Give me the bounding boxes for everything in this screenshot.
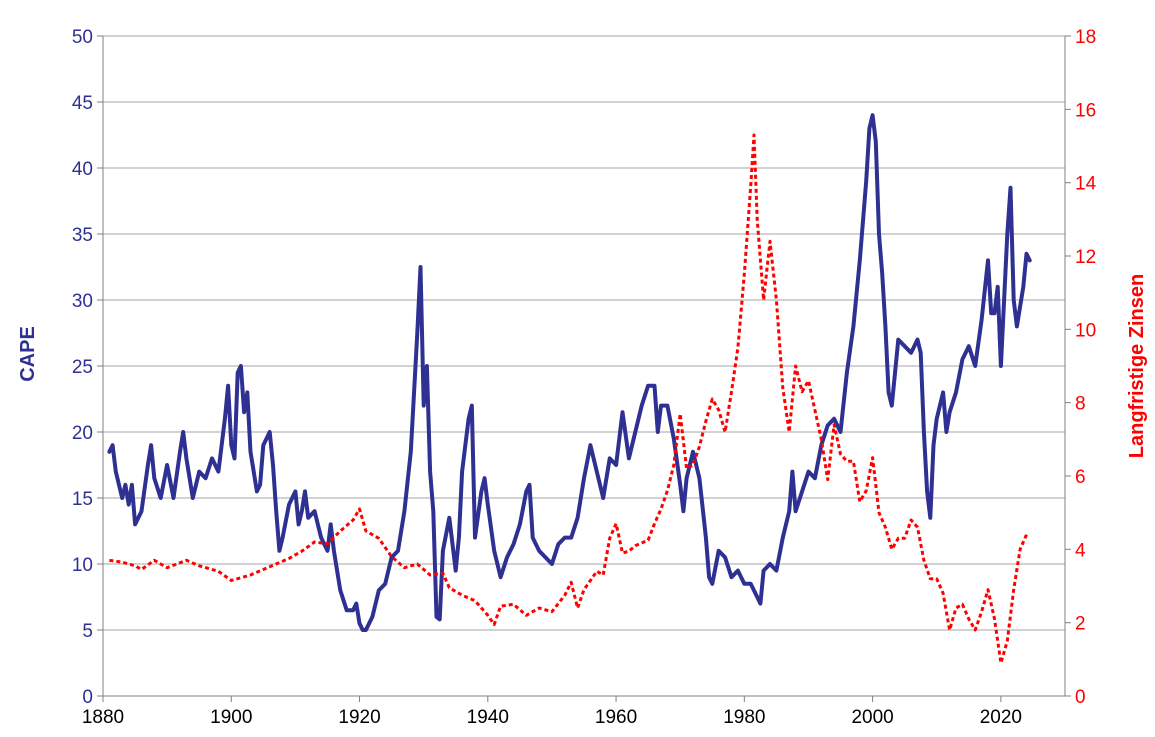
y-left-tick-label: 20 — [72, 423, 93, 444]
y-right-tick-label: 2 — [1075, 614, 1086, 635]
y-left-tick-label: 35 — [72, 225, 93, 246]
y-right-tick-label: 16 — [1075, 100, 1096, 121]
tick-layer: 0 5 10 15 20 25 30 35 40 45 50 0 2 4 6 8 10 12 14 16 18 1880 1… — [72, 27, 1097, 728]
y-axis-left-label: CAPE — [17, 326, 39, 382]
cape-line — [107, 113, 1032, 632]
y-right-tick-label: 6 — [1075, 467, 1086, 488]
y-left-tick-label: 5 — [82, 621, 93, 642]
y-left-tick-label: 15 — [72, 489, 93, 510]
y-right-tick-label: 8 — [1075, 394, 1086, 415]
y-right-tick-label: 12 — [1075, 247, 1096, 268]
y-right-tick-label: 0 — [1075, 687, 1086, 708]
x-tick-label: 2000 — [851, 707, 893, 728]
grid-layer — [103, 35, 1065, 697]
y-left-tick-label: 30 — [72, 291, 93, 312]
x-tick-label: 1960 — [595, 707, 637, 728]
series-layer — [107, 113, 1032, 665]
y-axis-right-label: Langfristige Zinsen — [1126, 274, 1148, 458]
x-tick-label: 1980 — [723, 707, 765, 728]
y-left-tick-label: 0 — [82, 687, 93, 708]
interest-rate-line — [109, 133, 1028, 665]
y-left-tick-label: 50 — [72, 27, 93, 48]
x-tick-label: 1880 — [82, 707, 124, 728]
x-tick-label: 1940 — [467, 707, 509, 728]
y-right-tick-label: 14 — [1075, 174, 1097, 195]
y-left-tick-label: 40 — [72, 159, 93, 180]
y-right-tick-label: 4 — [1075, 540, 1086, 561]
y-right-tick-label: 10 — [1075, 320, 1096, 341]
y-left-tick-label: 25 — [72, 357, 93, 378]
y-left-tick-label: 45 — [72, 93, 93, 114]
x-tick-label: 1920 — [338, 707, 380, 728]
y-left-tick-label: 10 — [72, 555, 93, 576]
axis-layer — [97, 35, 1071, 702]
y-right-tick-label: 18 — [1075, 27, 1096, 48]
x-tick-label: 2020 — [980, 707, 1022, 728]
x-tick-label: 1900 — [210, 707, 252, 728]
